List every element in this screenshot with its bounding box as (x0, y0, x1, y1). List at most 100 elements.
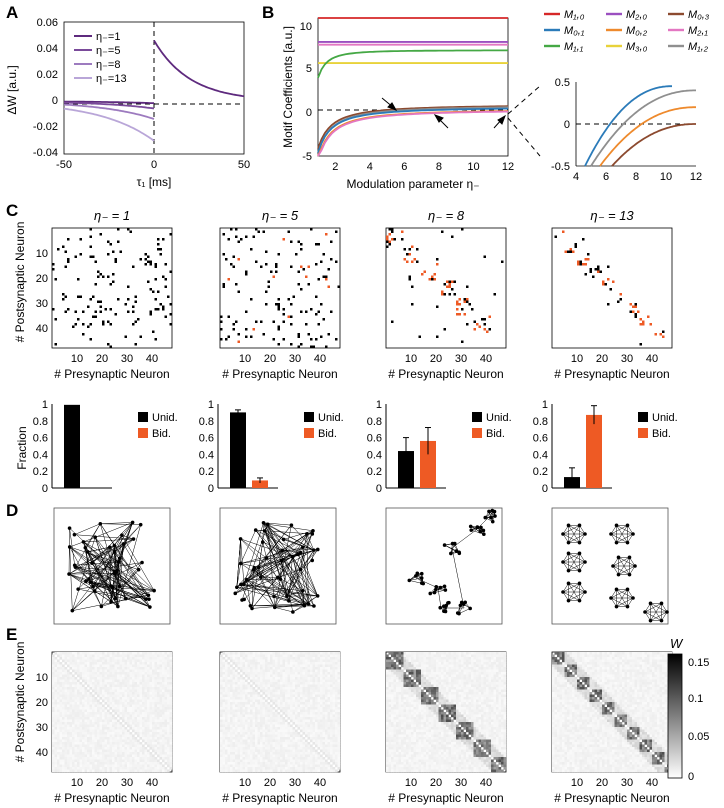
weight-cell (60, 652, 63, 655)
matrix-xlabel: # Presynaptic Neuron (54, 367, 169, 381)
weight-cell (127, 747, 130, 750)
matrix-title: η₋ = 5 (262, 208, 299, 223)
synapse (320, 303, 323, 306)
weight-cell (82, 747, 85, 750)
weight-cell (62, 737, 65, 740)
weight-cell (157, 697, 160, 700)
network-node (93, 589, 97, 593)
weight-cell (140, 707, 143, 710)
weight-cell (240, 662, 243, 665)
weight-cell (273, 680, 276, 683)
weight-cell (110, 712, 113, 715)
network-node (617, 556, 621, 560)
weight-cell (95, 757, 98, 760)
weight-cell (167, 667, 170, 670)
weight-cell (102, 690, 105, 693)
synapse (90, 228, 93, 231)
weight-cell (295, 665, 298, 668)
weight-cell (95, 697, 98, 700)
synapse (325, 346, 328, 349)
synapse (137, 318, 140, 321)
weight-cell (62, 767, 65, 770)
weight-cell (130, 672, 133, 675)
weight-cell (117, 672, 120, 675)
weight-cell (117, 657, 120, 660)
weight-cell (125, 697, 128, 700)
weight-cell (142, 655, 145, 658)
weight-cell (140, 662, 143, 665)
weight-cell (92, 745, 95, 748)
weight-cell (260, 700, 263, 703)
weight-cell (245, 692, 248, 695)
weight-cell (273, 717, 276, 720)
weight-cell (92, 770, 95, 773)
weight-cell (140, 702, 143, 705)
weight-cell (85, 770, 88, 773)
weight-cell (65, 692, 68, 695)
weight-cell (155, 725, 158, 728)
weight-cell (245, 672, 248, 675)
synapse (283, 238, 286, 241)
weight-cell (55, 762, 58, 765)
weight-cell (273, 677, 276, 680)
weight-cell (95, 687, 98, 690)
synapse (165, 263, 168, 266)
weight-cell (165, 672, 168, 675)
weight-cell (52, 732, 55, 735)
weight-cell (95, 692, 98, 695)
legend-label: Bid. (486, 428, 505, 440)
weight-cell (305, 682, 308, 685)
weight-cell (288, 695, 291, 698)
weight-cell (298, 712, 301, 715)
weight-cell (290, 700, 293, 703)
weight-cell (268, 695, 271, 698)
weight-cell (228, 712, 231, 715)
weight-cell (258, 655, 261, 658)
synapse (288, 298, 291, 301)
weight-cell (320, 700, 323, 703)
weight-cell (300, 715, 303, 718)
weight-cell (157, 685, 160, 688)
weight-cell (293, 722, 296, 725)
weight-cell (278, 662, 281, 665)
weight-cell (228, 705, 231, 708)
weight-cell (102, 655, 105, 658)
weight-cell (77, 717, 80, 720)
weight-cell (55, 757, 58, 760)
synapse (617, 301, 620, 304)
weight-cell (255, 675, 258, 678)
weight-cell (57, 765, 60, 768)
weight-cell (278, 695, 281, 698)
weight-cell (243, 665, 246, 668)
weight-cell (97, 665, 100, 668)
network-node (239, 562, 243, 566)
weight-cell (263, 685, 266, 688)
weight-cell (165, 657, 168, 660)
weight-cell (117, 745, 120, 748)
matrix-xtick: 20 (96, 777, 108, 789)
weight-cell (130, 657, 133, 660)
weight-cell (253, 695, 256, 698)
weight-cell (65, 655, 68, 658)
weight-cell (223, 672, 226, 675)
weight-cell (92, 680, 95, 683)
weight-cell (265, 717, 268, 720)
weight-cell (140, 715, 143, 718)
bar-ytick: 0.6 (367, 433, 382, 445)
weight-cell (265, 672, 268, 675)
weight-cell (57, 740, 60, 743)
weight-cell (320, 720, 323, 723)
weight-cell (125, 665, 128, 668)
weight-cell (165, 725, 168, 728)
synapse (298, 346, 301, 349)
weight-cell (145, 660, 148, 663)
weight-cell (162, 755, 165, 758)
weight-cell (303, 655, 306, 658)
network-node (628, 573, 632, 577)
weight-cell (67, 697, 70, 700)
network-node (84, 546, 88, 550)
weight-cell (90, 750, 93, 753)
network-node (118, 584, 122, 588)
weight-cell (55, 725, 58, 728)
weight-cell (165, 685, 168, 688)
